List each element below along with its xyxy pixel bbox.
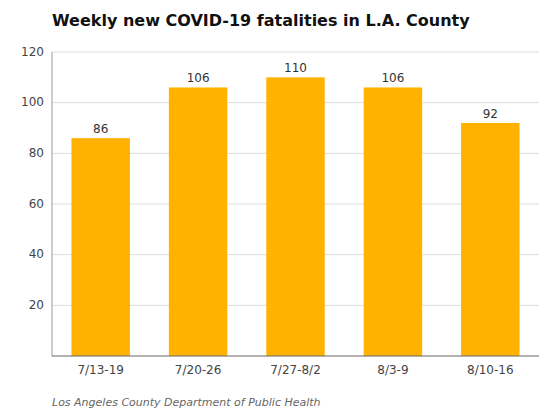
bar: [266, 77, 324, 356]
x-tick-label: 7/13-19: [77, 363, 124, 377]
chart-svg: 20 40 60 80 100 120 7/13-19 7/20-26 7/27-8/2 8/3-…: [0, 0, 557, 418]
data-label: 86: [93, 122, 108, 136]
y-tick-label: 40: [29, 247, 44, 261]
data-label: 106: [187, 71, 210, 85]
y-tick-label: 20: [29, 298, 44, 312]
data-label: 106: [381, 71, 404, 85]
data-label: 92: [483, 107, 498, 121]
y-tick-label: 80: [29, 146, 44, 160]
bar: [364, 87, 422, 356]
grid-line: [52, 52, 539, 53]
y-axis-line: [52, 52, 53, 356]
x-tick-label: 8/10-16: [467, 363, 514, 377]
source-note: Los Angeles County Department of Public …: [52, 396, 321, 409]
bar: [461, 123, 519, 356]
background: [0, 0, 557, 418]
y-tick-label: 120: [21, 45, 44, 59]
x-axis-line: [52, 356, 539, 357]
chart-container: 20 40 60 80 100 120 7/13-19 7/20-26 7/27-8/2 8/3-…: [0, 0, 557, 418]
bar: [71, 138, 129, 356]
bar: [169, 87, 227, 356]
y-tick-label: 100: [21, 95, 44, 109]
bars: [71, 77, 519, 356]
title: Weekly new COVID-19 fatalities in L.A. C…: [52, 11, 470, 30]
y-tick-label: 60: [29, 197, 44, 211]
x-tick-label: 7/20-26: [175, 363, 222, 377]
x-tick-label: 8/3-9: [377, 363, 408, 377]
data-label: 110: [284, 61, 307, 75]
x-tick-label: 7/27-8/2: [270, 363, 321, 377]
